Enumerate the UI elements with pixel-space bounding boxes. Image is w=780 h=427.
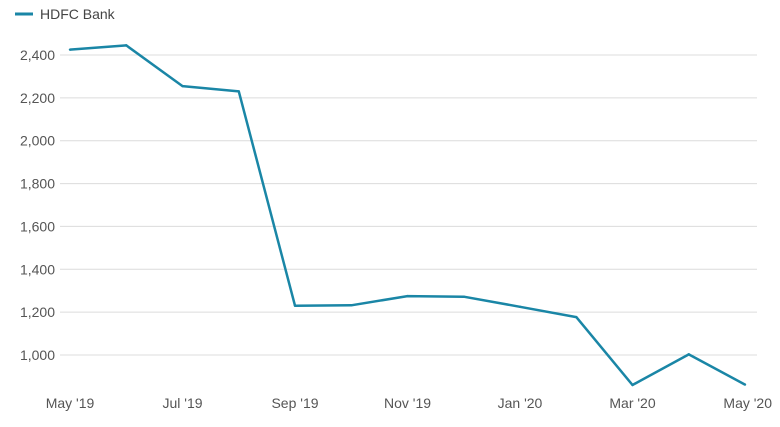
x-tick-label: Jul '19	[162, 395, 202, 411]
x-axis: May '19 Jul '19 Sep '19 Nov '19 Jan '20 Mar '…	[46, 395, 773, 411]
x-tick-label: Nov '19	[384, 395, 431, 411]
y-axis: 1,000 1,200 1,400 1,600 1,800 2,000 2,200 2,400	[20, 47, 55, 363]
x-tick-label: Jan '20	[498, 395, 543, 411]
data-point	[687, 353, 690, 356]
data-point	[631, 383, 634, 387]
data-point	[350, 304, 353, 307]
y-tick-label: 2,200	[20, 90, 55, 106]
y-tick-label: 1,200	[20, 304, 55, 320]
data-point	[293, 304, 297, 307]
gridlines	[60, 54, 757, 356]
y-tick-label: 1,600	[20, 218, 55, 234]
data-point	[68, 48, 72, 51]
data-point	[125, 44, 128, 47]
x-tick-label: Mar '20	[609, 395, 655, 411]
legend: HDFC Bank	[15, 6, 116, 22]
y-tick-label: 1,000	[20, 347, 55, 363]
x-tick-label: Sep '19	[271, 395, 318, 411]
legend-label: HDFC Bank	[40, 6, 116, 22]
y-tick-label: 2,400	[20, 47, 55, 63]
data-point	[575, 315, 578, 319]
data-point	[406, 294, 409, 298]
data-point	[237, 90, 240, 93]
y-tick-label: 1,800	[20, 176, 55, 192]
x-tick-label: May '19	[46, 395, 95, 411]
data-point	[518, 305, 522, 308]
series-line	[69, 44, 746, 387]
y-tick-label: 2,000	[20, 133, 55, 149]
x-tick-label: May '20	[723, 395, 772, 411]
data-point	[181, 84, 184, 88]
data-point	[462, 295, 465, 298]
y-tick-label: 1,400	[20, 261, 55, 277]
data-point	[743, 383, 747, 386]
series-group	[68, 44, 747, 387]
